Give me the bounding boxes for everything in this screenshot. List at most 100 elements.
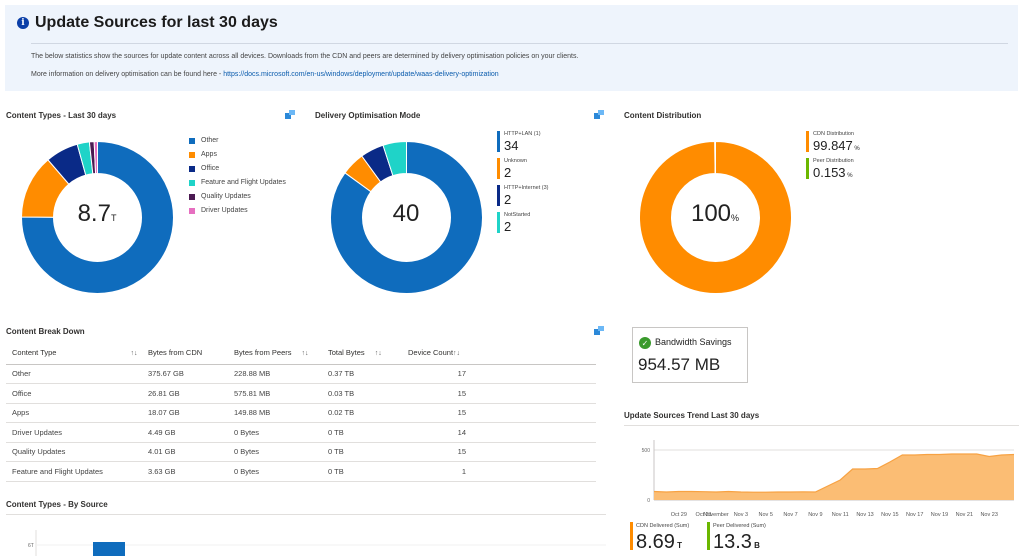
x-tick-label: Nov 17 <box>906 512 923 518</box>
x-tick-label: Nov 11 <box>832 512 849 518</box>
legend-item[interactable]: Apps <box>189 151 217 158</box>
legend-label: CDN Delivered (Sum) <box>636 523 690 529</box>
content-types-total: 8.7T <box>77 200 117 227</box>
legend-color-bar <box>630 522 633 550</box>
legend-swatch <box>189 137 195 144</box>
docs-link[interactable]: https://docs.microsoft.com/en-us/windows… <box>223 71 499 78</box>
table-cell: 15 <box>402 383 596 404</box>
column-header-content-type[interactable]: Content Type ↑↓ <box>6 342 142 365</box>
sort-icon[interactable]: ↑↓ <box>374 350 382 358</box>
divider <box>31 43 1008 44</box>
x-tick-label: Nov 13 <box>856 512 873 518</box>
by-source-chart: 6T <box>28 530 606 556</box>
slice-other <box>21 140 174 294</box>
table-cell: 228.88 MB <box>228 364 322 384</box>
table-cell: 0 Bytes <box>228 422 322 443</box>
legend-item[interactable]: Other <box>189 137 219 144</box>
info-banner: i Update Sources for last 30 days The be… <box>5 5 1018 91</box>
column-header-bytes-peers[interactable]: Bytes from Peers ↑↓ <box>228 342 322 365</box>
table-cell: 0.02 TB <box>322 403 402 423</box>
legend-swatch <box>189 165 195 172</box>
sort-icon[interactable]: ↑↓ <box>130 350 138 358</box>
trend-title: Update Sources Trend Last 30 days <box>624 411 760 420</box>
y-tick-label: 6T <box>28 543 34 549</box>
table-cell: Other <box>6 364 142 384</box>
x-tick-label: Nov 7 <box>783 512 797 518</box>
delivery-mode-total: 40 <box>392 200 420 227</box>
table-cell: 0.03 TB <box>322 383 402 404</box>
table-cell: 18.07 GB <box>142 403 228 423</box>
banner-description: The below statistics show the sources fo… <box>31 53 579 60</box>
slice-cdn-distribution <box>639 140 792 294</box>
table-cell: Office <box>6 383 142 404</box>
table-cell: 0 Bytes <box>228 461 322 482</box>
column-header-bytes-cdn[interactable]: Bytes from CDN <box>142 342 228 365</box>
legend-color-bar <box>497 212 500 233</box>
by-source-title: Content Types - By Source <box>6 500 108 509</box>
content-types-donut <box>20 140 174 294</box>
x-tick-label: Nov 9 <box>808 512 822 518</box>
x-tick-label: Oct 29 <box>671 512 687 518</box>
table-cell: 3.63 GB <box>142 461 228 482</box>
legend-label: Quality Updates <box>201 193 251 200</box>
table-row[interactable]: Office 26.81 GB 575.81 MB 0.03 TB 15 <box>6 383 596 404</box>
x-tick-label: Oct 31 <box>696 512 712 518</box>
legend-swatch <box>189 193 195 200</box>
content-types-title: Content Types - Last 30 days <box>6 111 117 120</box>
page-title: Update Sources for last 30 days <box>35 14 278 31</box>
divider <box>6 514 606 515</box>
legend-color-bar <box>806 131 809 152</box>
slice-peer-distribution <box>714 140 716 175</box>
bandwidth-savings-title: Bandwidth Savings <box>655 337 732 347</box>
table-cell: 15 <box>402 442 596 462</box>
table-row[interactable]: Feature and Flight Updates 3.63 GB 0 Bytes… <box>6 461 596 482</box>
slice-notstarted <box>382 140 407 177</box>
table-row[interactable]: Apps 18.07 GB 149.88 MB 0.02 TB 15 <box>6 403 596 423</box>
legend-item[interactable]: Quality Updates <box>189 193 251 200</box>
legend-color-bar <box>806 158 809 179</box>
legend-item[interactable]: Office <box>189 165 219 172</box>
content-distribution-total: 100% <box>690 200 740 227</box>
legend-label: NotStarted <box>504 212 531 218</box>
table-cell: 575.81 MB <box>228 383 322 404</box>
table-cell: 375.67 GB <box>142 364 228 384</box>
table-row[interactable]: Quality Updates 4.01 GB 0 Bytes 0 TB 15 <box>6 442 596 462</box>
column-header-total-bytes[interactable]: Total Bytes ↑↓ <box>322 342 402 365</box>
legend-swatch <box>189 179 195 186</box>
legend-value: 99.847 % <box>813 138 860 153</box>
checkmark-icon: ✓ <box>639 337 651 349</box>
pin-to-dashboard-icon[interactable] <box>594 326 605 335</box>
legend-color-bar <box>497 131 500 152</box>
table-cell: 0 TB <box>322 442 402 462</box>
table-cell: 0 TB <box>322 461 402 482</box>
slice-http-lan-1- <box>330 140 483 294</box>
pin-to-dashboard-icon[interactable] <box>285 110 296 119</box>
table-cell: 14 <box>402 422 596 443</box>
legend-item[interactable]: Driver Updates <box>189 207 248 214</box>
table-cell: 4.49 GB <box>142 422 228 443</box>
table-cell: 17 <box>402 364 596 384</box>
legend-label: HTTP+Internet (3) <box>504 185 549 191</box>
legend-item[interactable]: Feature and Flight Updates <box>189 179 286 186</box>
x-tick-label: Nov 23 <box>980 512 997 518</box>
column-header-device-count[interactable]: Device Count↑↓ <box>402 342 596 365</box>
legend-label: HTTP+LAN (1) <box>504 131 541 137</box>
table-cell: 0.37 TB <box>322 364 402 384</box>
info-icon: i <box>17 17 29 29</box>
sort-icon[interactable]: ↑↓ <box>453 350 461 358</box>
sort-icon[interactable]: ↑↓ <box>301 350 309 358</box>
legend-swatch <box>189 151 195 158</box>
x-tick-label: Nov 3 <box>734 512 748 518</box>
content-distribution-title: Content Distribution <box>624 111 702 120</box>
table-cell: 0 Bytes <box>228 442 322 462</box>
table-cell: 0 TB <box>322 422 402 443</box>
table-row[interactable]: Other 375.67 GB 228.88 MB 0.37 TB 17 <box>6 364 596 384</box>
slice-driver-updates <box>93 140 98 175</box>
table-row[interactable]: Driver Updates 4.49 GB 0 Bytes 0 TB 14 <box>6 422 596 443</box>
x-tick-label: Nov 19 <box>931 512 948 518</box>
pin-to-dashboard-icon[interactable] <box>594 110 605 119</box>
legend-label: Peer Distribution <box>813 158 854 164</box>
legend-label: Other <box>201 137 219 144</box>
table-cell: 26.81 GB <box>142 383 228 404</box>
